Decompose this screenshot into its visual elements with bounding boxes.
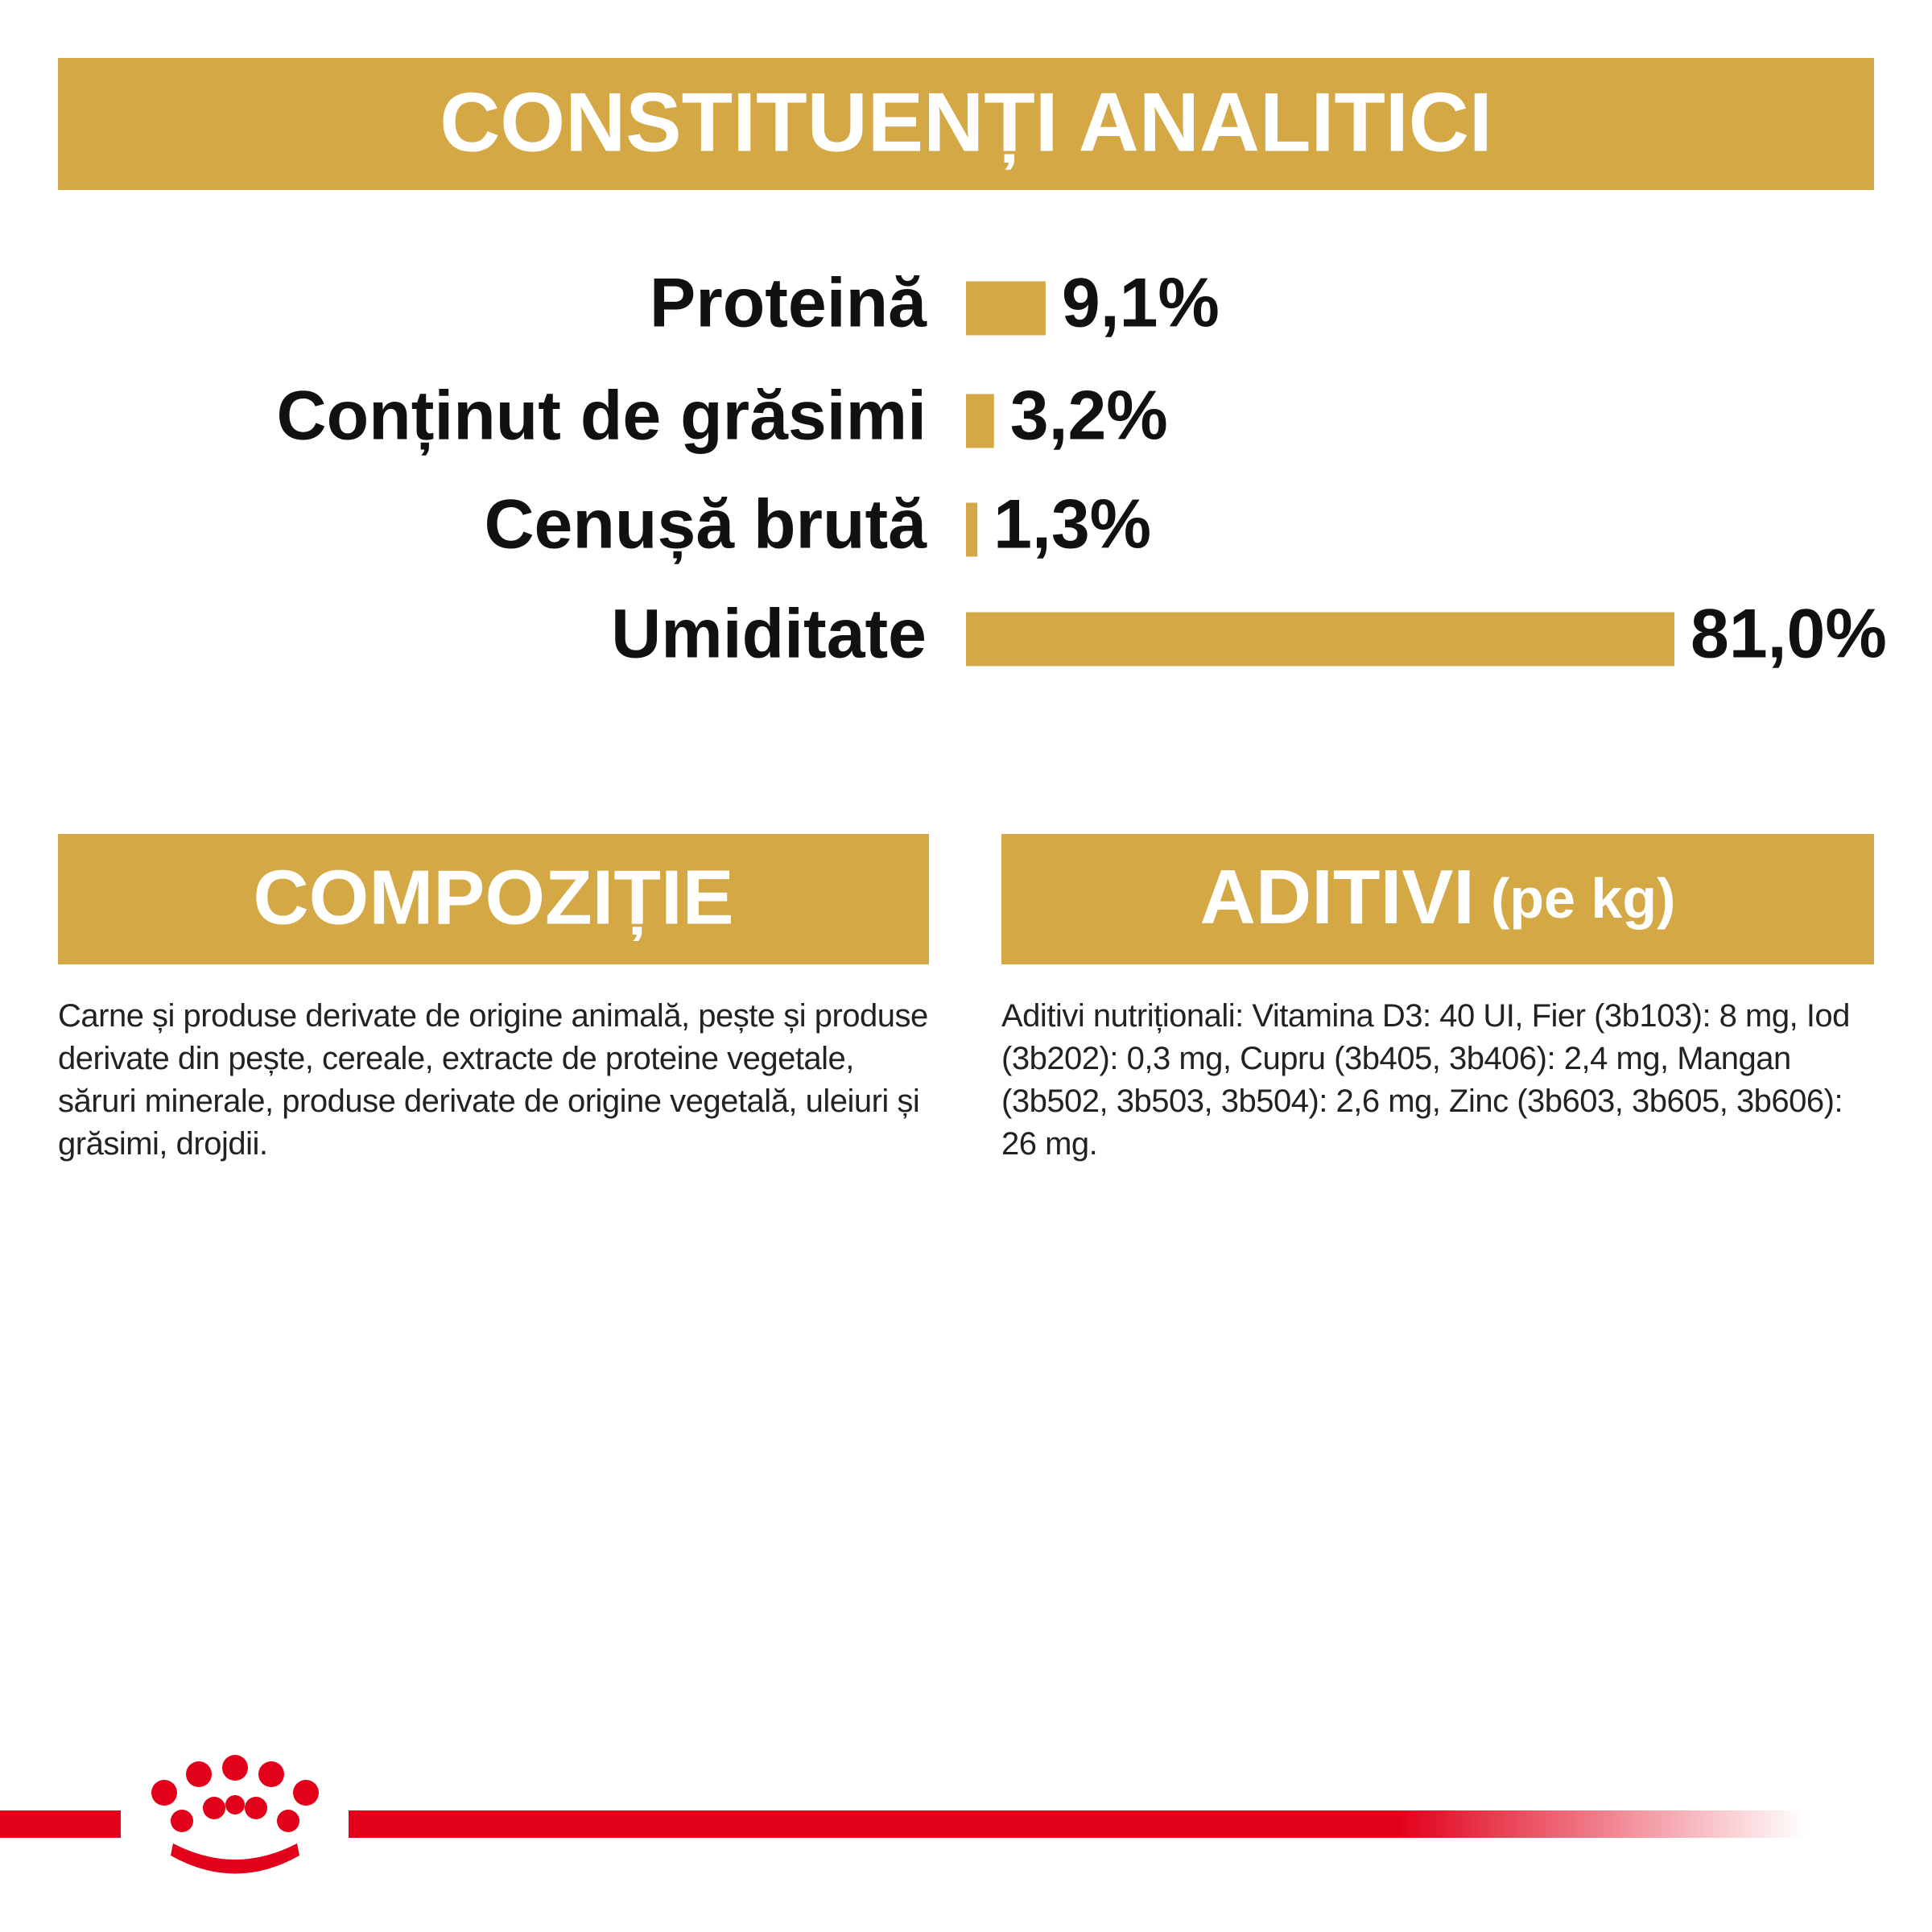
additives-text: Aditivi nutriționali: Vitamina D3: 40 UI… xyxy=(1001,998,1850,1162)
red-line-right xyxy=(349,1810,1806,1838)
composition-banner xyxy=(58,834,929,964)
additives-title-note: (pe kg) xyxy=(1491,867,1675,930)
additives-banner xyxy=(1001,834,1874,964)
composition-title: COMPOZIȚIE xyxy=(253,854,733,940)
bar xyxy=(966,502,978,557)
category-label: Proteină xyxy=(650,265,927,342)
value-label: 9,1% xyxy=(1062,265,1220,342)
category-label: Cenușă brută xyxy=(484,486,927,564)
additives-title-main: ADITIVI xyxy=(1200,854,1475,940)
value-label: 1,3% xyxy=(993,486,1151,564)
bar xyxy=(966,394,994,448)
category-label: Conținut de grăsimi xyxy=(277,378,927,456)
chart-title: CONSTITUENȚI ANALITICI xyxy=(440,76,1492,169)
composition-text: Carne și produse derivate de origine ani… xyxy=(58,998,928,1162)
red-line-left xyxy=(0,1810,121,1838)
crown-dots xyxy=(151,1755,319,1832)
logo xyxy=(0,1755,1806,1874)
bar xyxy=(966,281,1046,336)
value-label: 81,0% xyxy=(1690,596,1887,673)
bar xyxy=(966,612,1674,667)
category-label: Umiditate xyxy=(611,596,927,673)
value-label: 3,2% xyxy=(1010,378,1168,455)
title-banner xyxy=(58,58,1874,190)
crown-base xyxy=(171,1843,299,1874)
additives-title: ADITIVI (pe kg) xyxy=(1200,854,1676,940)
